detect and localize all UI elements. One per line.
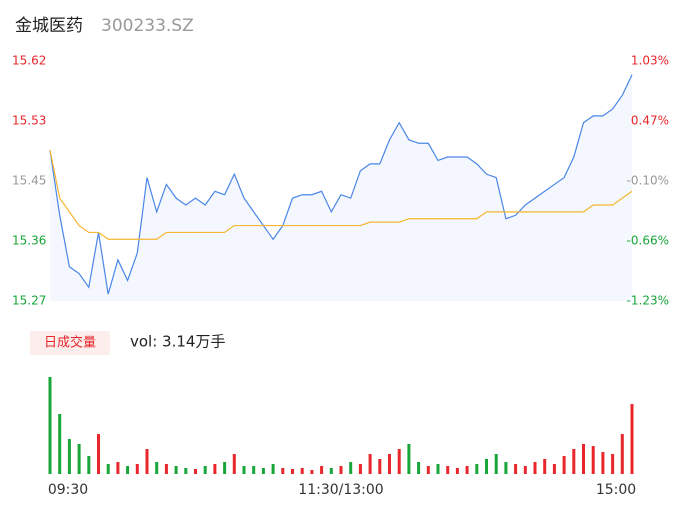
volume-bar [77,444,81,474]
x-tick-label: 09:30 [48,482,88,498]
volume-bar [378,459,382,474]
volume-bar [145,449,149,474]
volume-bar [349,462,353,474]
volume-bar [436,464,440,474]
volume-bar [601,452,605,474]
y-tick-label: 15.62 [12,54,46,68]
volume-bar [475,464,479,474]
x-tick-label: 11:30/13:00 [298,482,383,498]
volume-bar [48,377,52,474]
volume-bar [388,454,391,474]
volume-bar [514,464,518,474]
volume-bar [67,439,71,474]
volume-bar [58,414,62,474]
volume-bar [126,466,130,474]
volume-bar [116,462,120,474]
volume-bar [582,444,585,474]
volume-bar [213,464,217,474]
volume-bar [320,466,324,474]
volume-bar [358,464,362,474]
volume-bar [97,434,100,474]
volume-bar [329,468,333,474]
volume-bar [291,469,294,474]
volume-bar [271,464,275,474]
volume-bar [164,464,168,474]
volume-bar [106,464,110,474]
volume-bar [310,470,314,474]
y2-tick-label: -0.10% [627,174,669,188]
volume-bar [552,464,556,474]
volume-bar [242,466,246,474]
x-tick-label: 15:00 [596,482,636,498]
stock-name: 金城医药 [15,16,83,36]
volume-bar [300,468,304,474]
volume-bar [446,466,450,474]
y-tick-label: 15.53 [12,114,46,128]
volume-bar [630,404,634,474]
volume-bar [533,462,537,474]
volume-bar [485,459,488,474]
price-area [50,74,632,301]
volume-bar [591,446,595,474]
volume-bar [232,454,236,474]
volume-bar [426,466,430,474]
volume-tab-label: 日成交量 [44,335,96,351]
volume-bar [174,466,178,474]
y2-tick-label: -0.66% [627,234,669,248]
volume-bar [407,444,411,474]
volume-bar [135,464,139,474]
volume-total: vol: 3.14万手 [130,333,225,351]
volume-bar [572,449,576,474]
volume-bar [543,459,547,474]
volume-bar [203,466,207,474]
volume-bar [261,468,265,474]
volume-bar [155,462,159,474]
volume-bar [252,466,256,474]
volume-bar [194,469,197,474]
volume-bar [611,454,615,474]
y2-tick-label: 0.47% [631,114,669,128]
volume-bar [368,454,372,474]
y2-tick-label: 1.03% [631,54,669,68]
price-line [49,74,633,295]
volume-bar [417,462,421,474]
volume-bar [455,468,459,474]
volume-bar [87,456,91,474]
volume-bar [620,434,624,474]
volume-bar [523,466,527,474]
volume-tab [30,331,110,355]
stock-code: 300233.SZ [101,16,194,36]
volume-bar [339,466,343,474]
y-tick-label: 15.36 [12,234,46,248]
y-tick-label: 15.27 [12,294,46,308]
volume-bar [504,462,508,474]
volume-bar [494,454,498,474]
volume-bar [223,462,227,474]
volume-bar [465,466,469,474]
volume-bar [184,468,188,474]
volume-bar [397,449,401,474]
volume-bar [562,456,566,474]
y2-tick-label: -1.23% [627,294,669,308]
volume-bar [281,468,285,474]
average-line [49,150,633,240]
y-tick-label: 15.45 [12,174,46,188]
